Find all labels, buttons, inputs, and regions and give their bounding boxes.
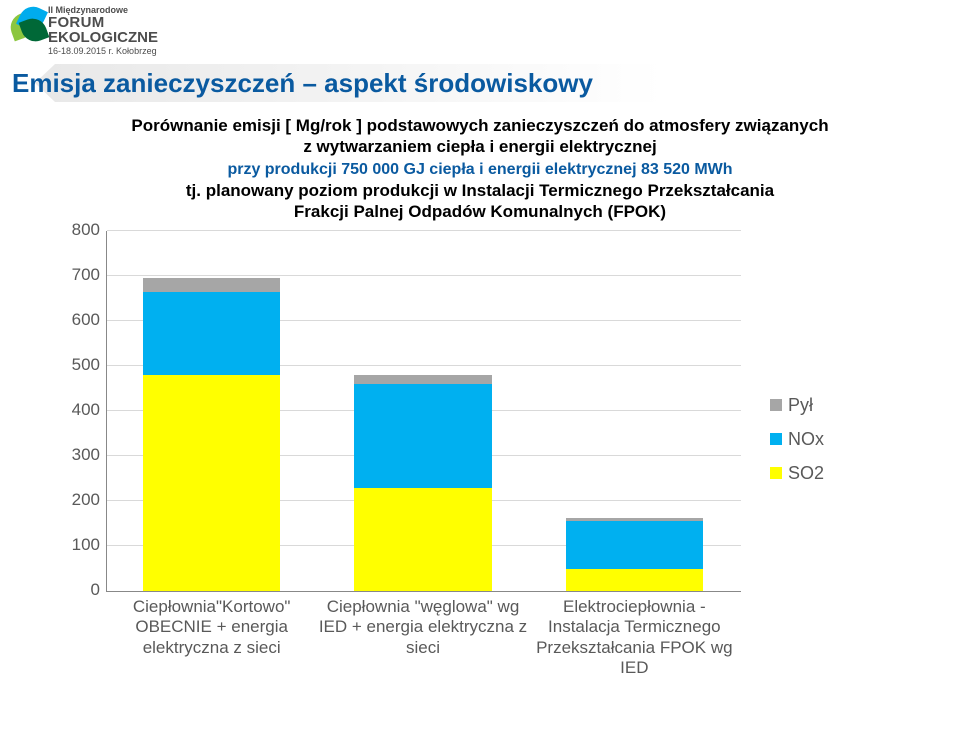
legend-label: SO2 [788,456,824,490]
logo-line4: 16-18.09.2015 r. Kołobrzeg [48,47,158,56]
legend-item: NOx [770,422,824,456]
emissions-chart: 0100200300400500600700800 Ciepłownia"Kor… [60,231,900,721]
xlabel: Elektrociepłownia - Instalacja Termiczne… [529,597,739,679]
legend-swatch [770,467,782,479]
subtitle-line-4: tj. planowany poziom produkcji w Instala… [186,181,774,200]
slide-subtitle: Porównanie emisji [ Mg/rok ] podstawowyc… [60,115,900,222]
ytick-label: 500 [60,355,100,375]
bar-group [143,278,280,591]
chart-legend: PyłNOxSO2 [770,388,824,491]
bar-segment-pył [566,518,703,522]
ytick-label: 700 [60,265,100,285]
bar-segment-pył [354,375,491,384]
legend-label: NOx [788,422,824,456]
subtitle-line-2: z wytwarzaniem ciepła i energii elektryc… [303,137,656,156]
leaf-icon [10,6,46,42]
xlabel: Ciepłownia"Kortowo" OBECNIE + energia el… [107,597,317,658]
bar-segment-nox [566,521,703,568]
subtitle-line-3: przy produkcji 750 000 GJ ciepła i energ… [227,161,732,178]
ytick-label: 400 [60,400,100,420]
chart-bars [106,231,740,591]
ytick-label: 600 [60,310,100,330]
legend-item: Pył [770,388,824,422]
bar-segment-pył [143,278,280,292]
ytick-label: 800 [60,220,100,240]
bar-segment-nox [354,384,491,488]
bar-segment-so2 [566,569,703,592]
bar-segment-nox [143,292,280,375]
bar-group [354,375,491,591]
legend-swatch [770,399,782,411]
bar-segment-so2 [143,375,280,591]
bar-segment-so2 [354,488,491,592]
subtitle-line-1: Porównanie emisji [ Mg/rok ] podstawowyc… [131,116,828,135]
logo-line3: EKOLOGICZNE [48,30,158,45]
subtitle-line-5: Frakcji Palnej Odpadów Komunalnych (FPOK… [294,202,666,221]
ytick-label: 0 [60,580,100,600]
ytick-label: 100 [60,535,100,555]
legend-item: SO2 [770,456,824,490]
xlabel: Ciepłownia "węglowa" wg IED + energia el… [318,597,528,658]
ytick-label: 300 [60,445,100,465]
ytick-label: 200 [60,490,100,510]
bar-group [566,518,703,591]
legend-swatch [770,433,782,445]
event-logo: II Międzynarodowe FORUM EKOLOGICZNE 16-1… [10,6,158,56]
logo-text: II Międzynarodowe FORUM EKOLOGICZNE 16-1… [48,6,158,56]
slide-title: Emisja zanieczyszczeń – aspekt środowisk… [12,68,593,99]
logo-line2: FORUM [48,15,158,30]
legend-label: Pył [788,388,813,422]
